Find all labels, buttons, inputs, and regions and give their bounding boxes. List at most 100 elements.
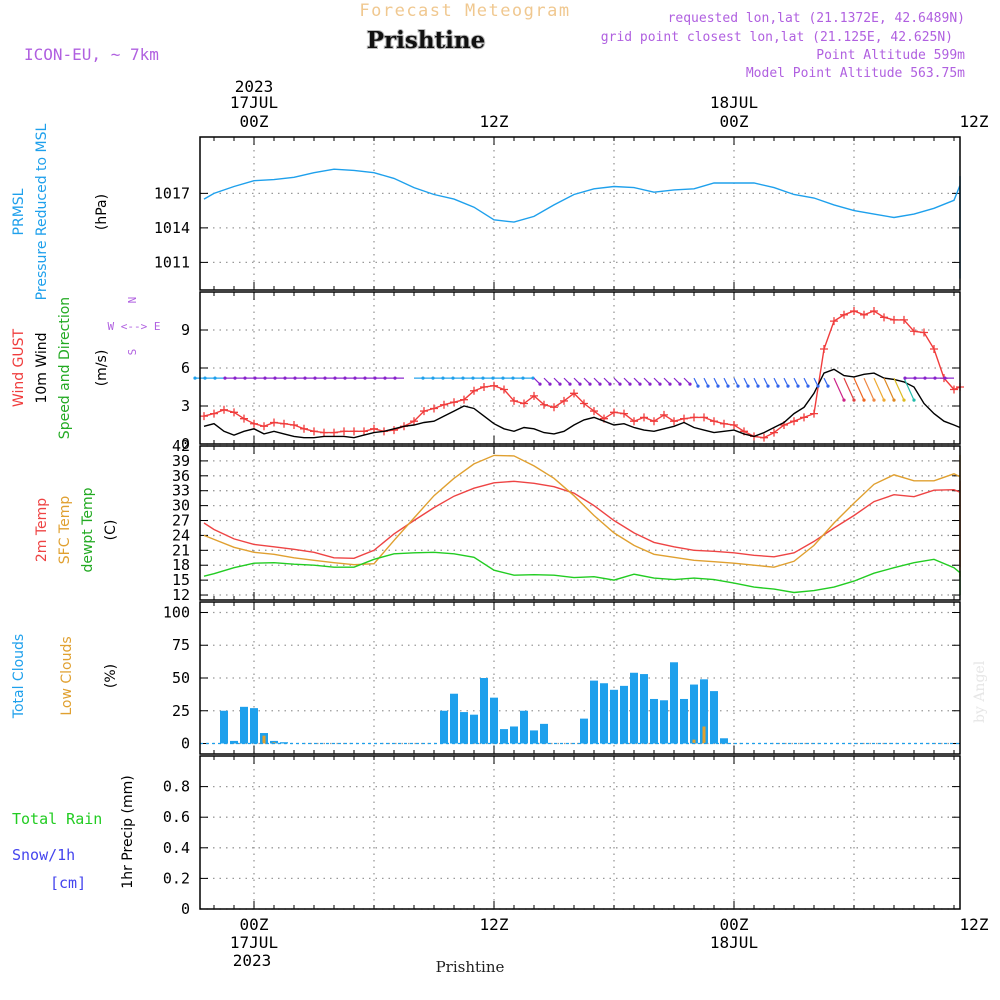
wind-arrowhead — [638, 382, 642, 386]
wind-arrowhead — [648, 382, 652, 386]
gust-marker — [430, 404, 438, 413]
wind-arrowhead — [806, 384, 810, 388]
gust-marker — [910, 327, 918, 336]
top-date-label: 17JUL — [230, 93, 278, 112]
y-tick-label: 0.4 — [163, 839, 190, 857]
y-tick-label: 3 — [181, 397, 190, 415]
total-cloud-bar — [660, 700, 668, 744]
wind-arrowhead — [578, 382, 582, 386]
panel-frame — [199, 291, 961, 445]
series-dewpt-temp — [203, 551, 961, 595]
wind-arrowhead — [608, 382, 612, 386]
wind-arrowhead — [568, 382, 572, 386]
gust-marker — [310, 427, 318, 436]
temp-unit: (C) — [103, 520, 119, 541]
gust-marker — [470, 386, 478, 395]
panel-frame — [199, 445, 961, 601]
total-cloud-bar — [540, 723, 548, 744]
top-hour-label: 00Z — [240, 112, 269, 131]
wind-arrowhead — [903, 376, 907, 380]
total-cloud-bar — [710, 691, 718, 744]
total-cloud-bar — [690, 684, 698, 744]
wind-arrowhead — [313, 376, 317, 380]
panel-frame — [199, 755, 961, 910]
point-altitude: Point Altitude 599m — [816, 48, 965, 63]
gust-marker — [860, 310, 868, 319]
wind-arrowhead — [736, 384, 740, 388]
wind-arrow — [903, 377, 915, 401]
total-cloud-bar — [480, 678, 488, 744]
y-tick-label: 0.6 — [163, 808, 190, 826]
footer-location: Prishtine — [436, 958, 505, 976]
wind-arrowhead — [776, 384, 780, 388]
pressure-label-1: PRMSL — [11, 188, 27, 235]
gust-marker — [260, 422, 268, 431]
y-tick-label: 0 — [181, 735, 190, 753]
bottom-date-label: 18JUL — [710, 933, 758, 952]
requested-coords: requested lon,lat (21.1372E, 42.6489N) — [668, 11, 965, 26]
gust-marker — [230, 408, 238, 417]
wind-arrowhead — [688, 382, 692, 386]
total-cloud-bar — [630, 672, 638, 744]
gust-marker — [920, 328, 928, 337]
wind-arrowhead — [253, 376, 257, 380]
y-tick-label: 33 — [172, 482, 190, 500]
y-tick-label: 36 — [172, 467, 190, 485]
wind-arrowhead — [521, 376, 525, 380]
gust-marker — [210, 409, 218, 418]
gust-marker — [340, 427, 348, 436]
y-tick-label: 21 — [172, 541, 190, 559]
gust-marker — [330, 428, 338, 437]
low-cloud-bar — [702, 726, 706, 744]
gust-marker — [580, 399, 588, 408]
top-hour-label: 00Z — [720, 112, 749, 131]
wind-arrowhead — [193, 376, 197, 380]
top-hour-label: 12Z — [480, 112, 509, 131]
pressure-panel: 1011 1014 1017 — [154, 136, 961, 291]
gust-marker — [870, 307, 878, 315]
total-cloud-bar — [510, 726, 518, 744]
y-tick-label: 24 — [172, 526, 190, 544]
wind-arrowhead — [756, 384, 760, 388]
panel-frame — [199, 601, 961, 755]
compass-north: N — [126, 297, 139, 304]
low-cloud-bar — [262, 735, 266, 744]
watermark: by Angel — [972, 660, 988, 723]
gust-marker — [250, 419, 258, 428]
wind-arrowhead — [678, 382, 682, 386]
wind-arrowhead — [461, 376, 465, 380]
y-tick-label: 0 — [181, 900, 190, 918]
gust-marker — [560, 396, 568, 405]
gust-marker — [720, 419, 728, 428]
wind-arrowhead — [441, 376, 445, 380]
forecast-title: Forecast Meteogram — [359, 1, 570, 21]
gust-marker — [850, 307, 858, 315]
bottom-hour-label: 12Z — [480, 915, 509, 934]
y-tick-label: 12 — [172, 586, 190, 604]
gust-marker — [770, 428, 778, 437]
total-cloud-bar — [490, 697, 498, 744]
gust-marker — [800, 413, 808, 422]
wind-arrowhead — [511, 376, 515, 380]
gust-marker — [520, 399, 528, 408]
y-tick-label: 50 — [172, 669, 190, 687]
y-tick-label: 0.8 — [163, 778, 190, 796]
wind-arrowhead — [353, 376, 357, 380]
wind-arrowhead — [333, 376, 337, 380]
y-tick-label: 1017 — [154, 184, 190, 202]
wind-arrowhead — [451, 376, 455, 380]
y-tick-label: 6 — [181, 359, 190, 377]
wind-arrowhead — [902, 398, 906, 402]
gust-marker — [820, 345, 828, 353]
series-sfc-temp — [203, 454, 961, 577]
wind-arrowhead — [912, 398, 916, 402]
temp-label-1: 2m Temp — [34, 498, 50, 562]
panel-frame — [199, 136, 961, 291]
clouds-unit: (%) — [103, 664, 119, 688]
wind-arrowhead — [223, 376, 227, 380]
top-hour-label: 12Z — [960, 112, 989, 131]
rain-label: Total Rain — [12, 810, 102, 828]
total-cloud-bar — [230, 740, 238, 744]
gust-marker — [410, 417, 418, 426]
total-cloud-bar — [720, 738, 728, 744]
